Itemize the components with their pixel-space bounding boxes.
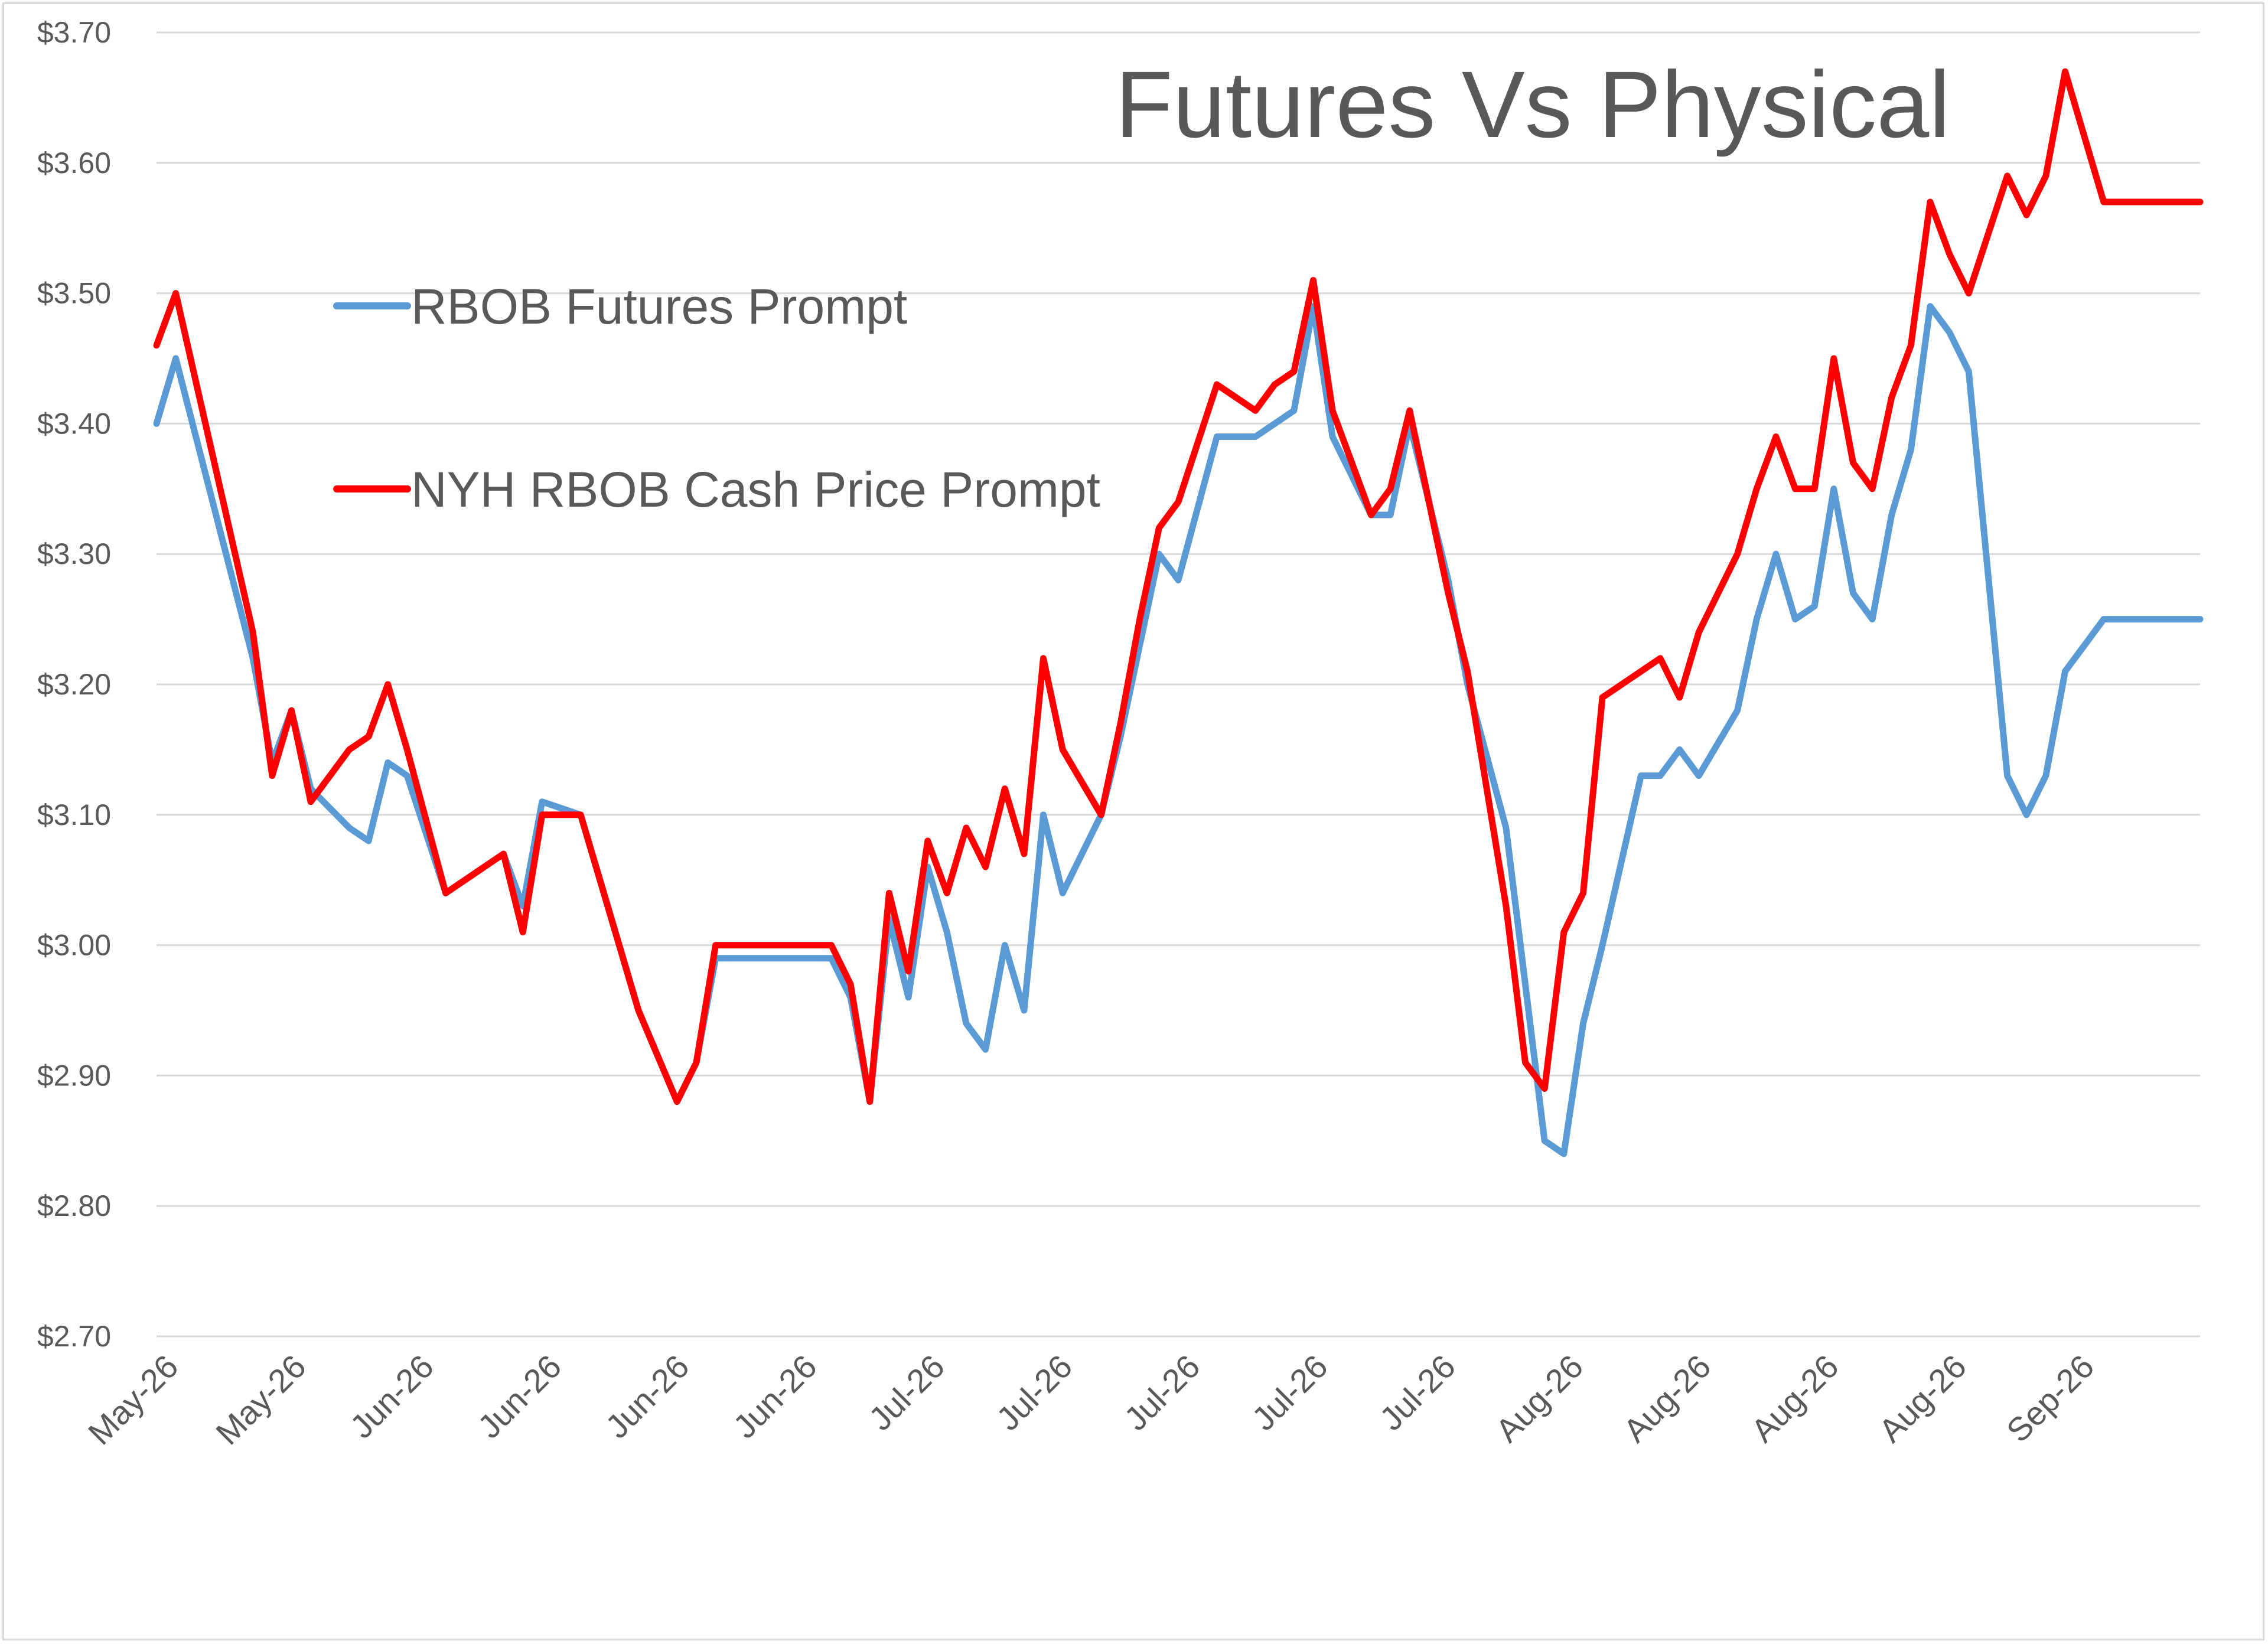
x-tick-label: Aug-26 (1616, 1348, 1718, 1449)
x-axis-tick-labels: May-26 May-26 Jun-26 Jun-26 Jun-26 Jun-26 Jul-… (81, 1348, 2101, 1452)
y-tick-label: $3.20 (37, 668, 111, 701)
chart-title: Futures Vs Physical (1115, 51, 1950, 157)
y-tick-label: $3.50 (37, 277, 111, 310)
x-tick-label: May-26 (81, 1348, 185, 1452)
x-tick-label: Jul-26 (1117, 1348, 1207, 1437)
x-tick-label: May-26 (208, 1348, 313, 1452)
legend: RBOB Futures Prompt NYH RBOB Cash Price … (333, 279, 1100, 517)
x-tick-label: Jun-26 (471, 1348, 569, 1446)
y-tick-label: $2.80 (37, 1189, 111, 1222)
y-tick-label: $3.60 (37, 146, 111, 180)
y-tick-label: $3.70 (37, 16, 111, 49)
y-tick-label: $2.70 (37, 1320, 111, 1353)
x-tick-label: Sep-26 (1999, 1348, 2101, 1449)
legend-label-cash: NYH RBOB Cash Price Prompt (411, 462, 1100, 517)
x-tick-label: Aug-26 (1488, 1348, 1590, 1449)
x-tick-label: Jul-26 (989, 1348, 1079, 1437)
x-tick-label: Jul-26 (1373, 1348, 1462, 1437)
y-tick-label: $3.40 (37, 407, 111, 440)
gridlines (157, 31, 2200, 1338)
x-tick-label: Jun-26 (598, 1348, 696, 1446)
series-line-cash (153, 68, 2204, 1105)
y-axis-tick-labels: $2.70 $2.80 $2.90 $3.00 $3.10 $3.20 $3.30 $3.40… (37, 16, 111, 1353)
y-tick-label: $3.10 (37, 798, 111, 831)
y-tick-label: $2.90 (37, 1059, 111, 1092)
x-tick-label: Aug-26 (1744, 1348, 1845, 1449)
x-tick-label: Jun-26 (343, 1348, 441, 1446)
x-tick-label: Jul-26 (1244, 1348, 1334, 1437)
series-lines (153, 68, 2204, 1157)
x-tick-label: Jul-26 (862, 1348, 951, 1437)
series-line-futures (153, 303, 2204, 1157)
y-tick-label: $3.00 (37, 929, 111, 962)
x-tick-label: Aug-26 (1872, 1348, 1973, 1449)
x-tick-label: Jun-26 (726, 1348, 824, 1446)
legend-label-futures: RBOB Futures Prompt (411, 279, 907, 334)
y-tick-label: $3.30 (37, 537, 111, 570)
